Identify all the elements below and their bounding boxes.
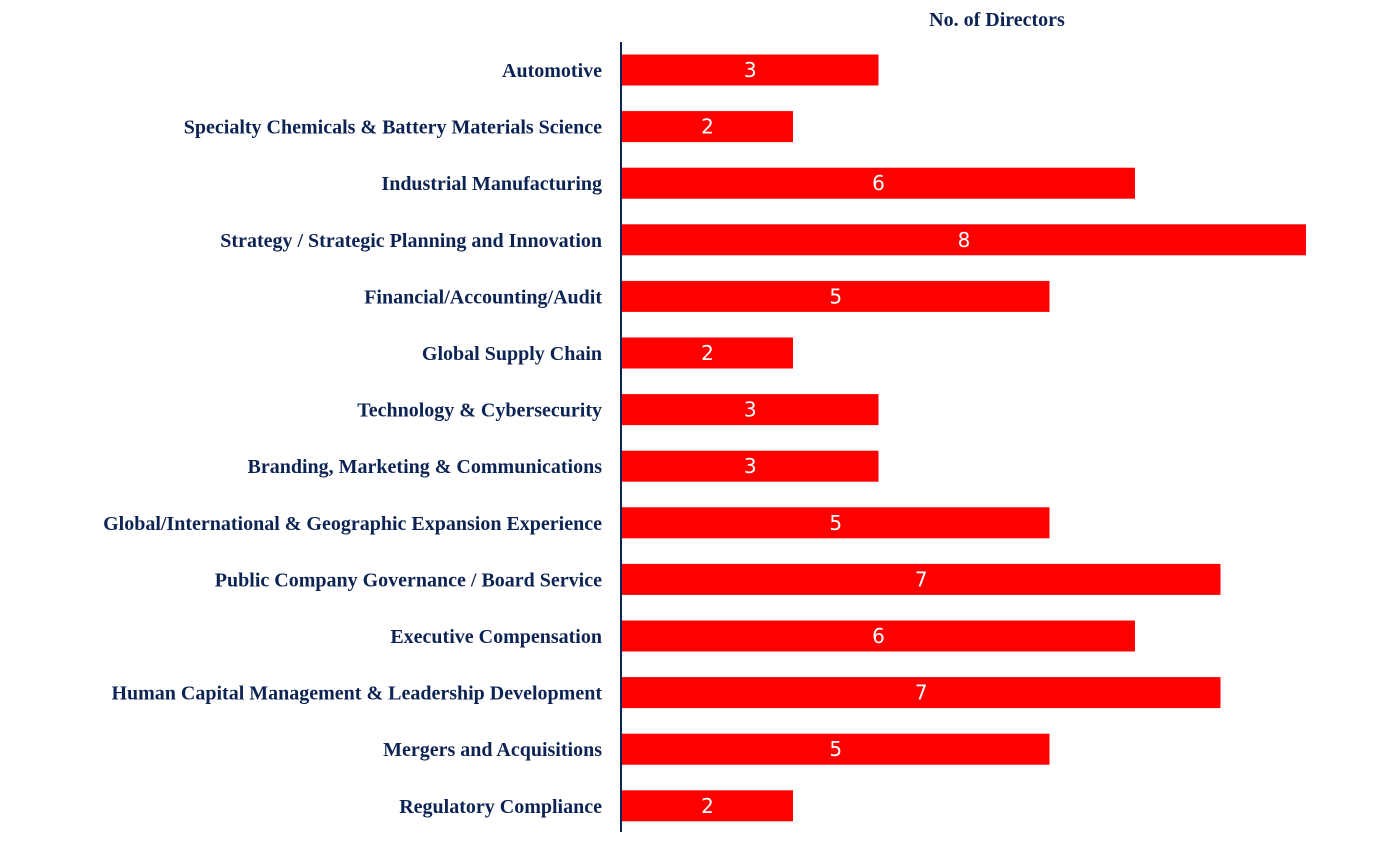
category-label-5: Global Supply Chain bbox=[422, 343, 602, 365]
bars-group bbox=[622, 54, 1306, 822]
data-label-0: 3 bbox=[744, 58, 757, 82]
category-label-1: Specialty Chemicals & Battery Materials … bbox=[184, 117, 602, 139]
bar-0 bbox=[622, 54, 879, 86]
bar-4 bbox=[622, 280, 1050, 312]
category-label-8: Global/International & Geographic Expans… bbox=[103, 513, 602, 535]
data-label-5: 2 bbox=[701, 341, 714, 365]
chart-title: No. of Directors bbox=[929, 9, 1065, 31]
category-label-0: Automotive bbox=[502, 60, 602, 82]
bar-1 bbox=[622, 111, 793, 143]
category-label-2: Industrial Manufacturing bbox=[381, 173, 602, 195]
data-label-6: 3 bbox=[744, 398, 757, 422]
data-labels-group: 3 2 6 8 5 2 3 3 5 7 6 7 5 2 bbox=[701, 58, 970, 818]
bar-9 bbox=[622, 563, 1221, 595]
data-label-10: 6 bbox=[872, 624, 885, 648]
bar-7 bbox=[622, 450, 879, 482]
data-label-4: 5 bbox=[829, 284, 842, 308]
category-label-9: Public Company Governance / Board Servic… bbox=[215, 569, 602, 591]
data-label-9: 7 bbox=[915, 567, 928, 591]
data-label-13: 2 bbox=[701, 794, 714, 818]
bar-12 bbox=[622, 733, 1050, 765]
data-label-7: 3 bbox=[744, 454, 757, 478]
bar-2 bbox=[622, 167, 1135, 199]
bar-10 bbox=[622, 620, 1135, 652]
data-label-8: 5 bbox=[829, 511, 842, 535]
bar-8 bbox=[622, 507, 1050, 539]
category-label-3: Strategy / Strategic Planning and Innova… bbox=[220, 230, 602, 252]
bar-3 bbox=[622, 224, 1306, 256]
category-label-4: Financial/Accounting/Audit bbox=[364, 286, 602, 308]
bar-5 bbox=[622, 337, 793, 369]
category-label-7: Branding, Marketing & Communications bbox=[248, 456, 603, 478]
category-label-11: Human Capital Management & Leadership De… bbox=[111, 683, 602, 705]
data-label-2: 6 bbox=[872, 171, 885, 195]
data-label-11: 7 bbox=[915, 681, 928, 705]
bar-6 bbox=[622, 394, 879, 426]
category-label-13: Regulatory Compliance bbox=[399, 796, 602, 818]
category-label-6: Technology & Cybersecurity bbox=[357, 400, 602, 422]
bar-13 bbox=[622, 790, 793, 822]
data-label-1: 2 bbox=[701, 115, 714, 139]
data-label-3: 8 bbox=[958, 228, 971, 252]
category-labels-group: Automotive Specialty Chemicals & Battery … bbox=[103, 60, 602, 818]
category-label-10: Executive Compensation bbox=[390, 626, 602, 648]
bar-11 bbox=[622, 677, 1221, 709]
category-label-12: Mergers and Acquisitions bbox=[383, 739, 602, 761]
data-label-12: 5 bbox=[829, 737, 842, 761]
